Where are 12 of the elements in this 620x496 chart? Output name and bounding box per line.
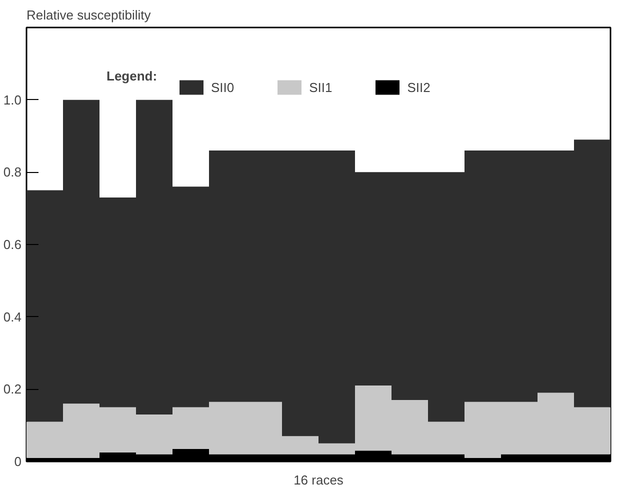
x-axis-title: 16 races: [294, 472, 344, 488]
y-tick-label: 0.6: [3, 237, 22, 252]
legend-label: SII1: [309, 80, 332, 94]
y-tick-label: 0.8: [3, 164, 22, 180]
y-tick-label: 0.2: [3, 382, 22, 397]
y-tick-label: 1.0: [3, 92, 22, 108]
legend-title: Legend:: [106, 68, 158, 84]
y-tick-label: 0: [14, 454, 22, 469]
y-axis-title: Relative susceptibility: [26, 8, 152, 22]
legend-label: SII2: [407, 80, 430, 94]
y-tick-label: 0.4: [3, 309, 22, 324]
legend-label: SII0: [211, 80, 234, 94]
